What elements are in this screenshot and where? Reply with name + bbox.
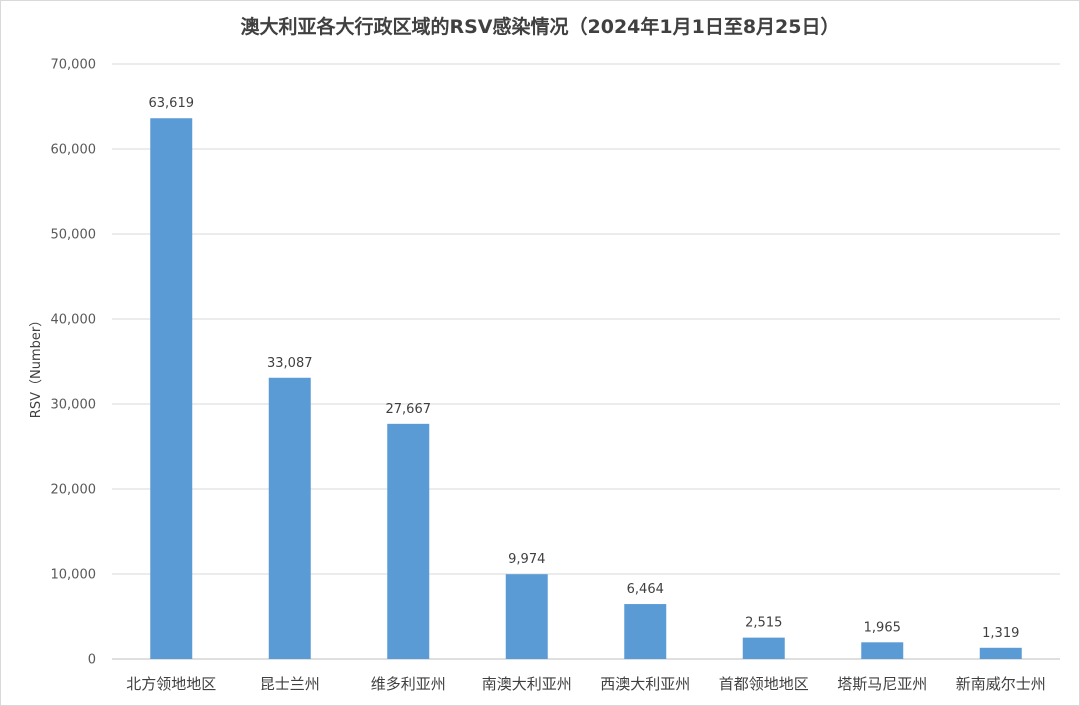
data-label: 9,974 <box>508 552 545 567</box>
data-label: 2,515 <box>745 616 782 631</box>
bar <box>150 118 193 659</box>
gridlines <box>112 63 1060 660</box>
bar <box>505 574 548 659</box>
x-category-label: 昆士兰州 <box>260 675 320 693</box>
y-tick-label: 0 <box>88 653 96 668</box>
x-axis-categories: 北方领地地区 昆士兰州 维多利亚州 南澳大利亚州 西澳大利亚州 首都领地地区 塔斯马尼亚州 新… <box>126 675 1046 693</box>
x-category-label: 南澳大利亚州 <box>482 675 572 693</box>
y-tick-label: 70,000 <box>51 58 97 73</box>
chart-title: 澳大利亚各大行政区域的RSV感染情况（2024年1月1日至8月25日） <box>240 16 840 38</box>
bar <box>624 604 667 659</box>
x-category-label: 首都领地地区 <box>719 675 809 693</box>
data-label: 27,667 <box>386 402 432 417</box>
y-tick-label: 50,000 <box>51 228 97 243</box>
x-category-label: 新南威尔士州 <box>956 675 1046 693</box>
bar <box>861 642 904 659</box>
bar <box>742 637 785 659</box>
data-label: 33,087 <box>267 356 313 371</box>
x-category-label: 北方领地地区 <box>126 675 216 693</box>
y-axis-label: RSV（Number） <box>29 314 44 418</box>
bars <box>150 118 1022 659</box>
x-category-label: 西澳大利亚州 <box>600 675 690 693</box>
bar <box>268 377 311 659</box>
x-category-label: 塔斯马尼亚州 <box>837 675 927 693</box>
y-tick-label: 10,000 <box>51 568 97 583</box>
data-label: 1,965 <box>864 620 901 635</box>
data-label: 1,319 <box>982 626 1019 641</box>
data-label: 63,619 <box>149 96 195 111</box>
bar <box>387 423 430 659</box>
y-tick-label: 40,000 <box>51 313 97 328</box>
data-labels: 63,619 33,087 27,667 9,974 6,464 2,515 1,965 1,… <box>149 96 1020 641</box>
y-tick-label: 30,000 <box>51 398 97 413</box>
data-label: 6,464 <box>627 582 664 597</box>
x-category-label: 维多利亚州 <box>371 675 446 693</box>
y-axis-ticks: 0 10,000 20,000 30,000 40,000 50,000 60,000 70,… <box>51 58 97 668</box>
bar <box>979 647 1022 659</box>
y-tick-label: 60,000 <box>51 143 97 158</box>
y-tick-label: 20,000 <box>51 483 97 498</box>
